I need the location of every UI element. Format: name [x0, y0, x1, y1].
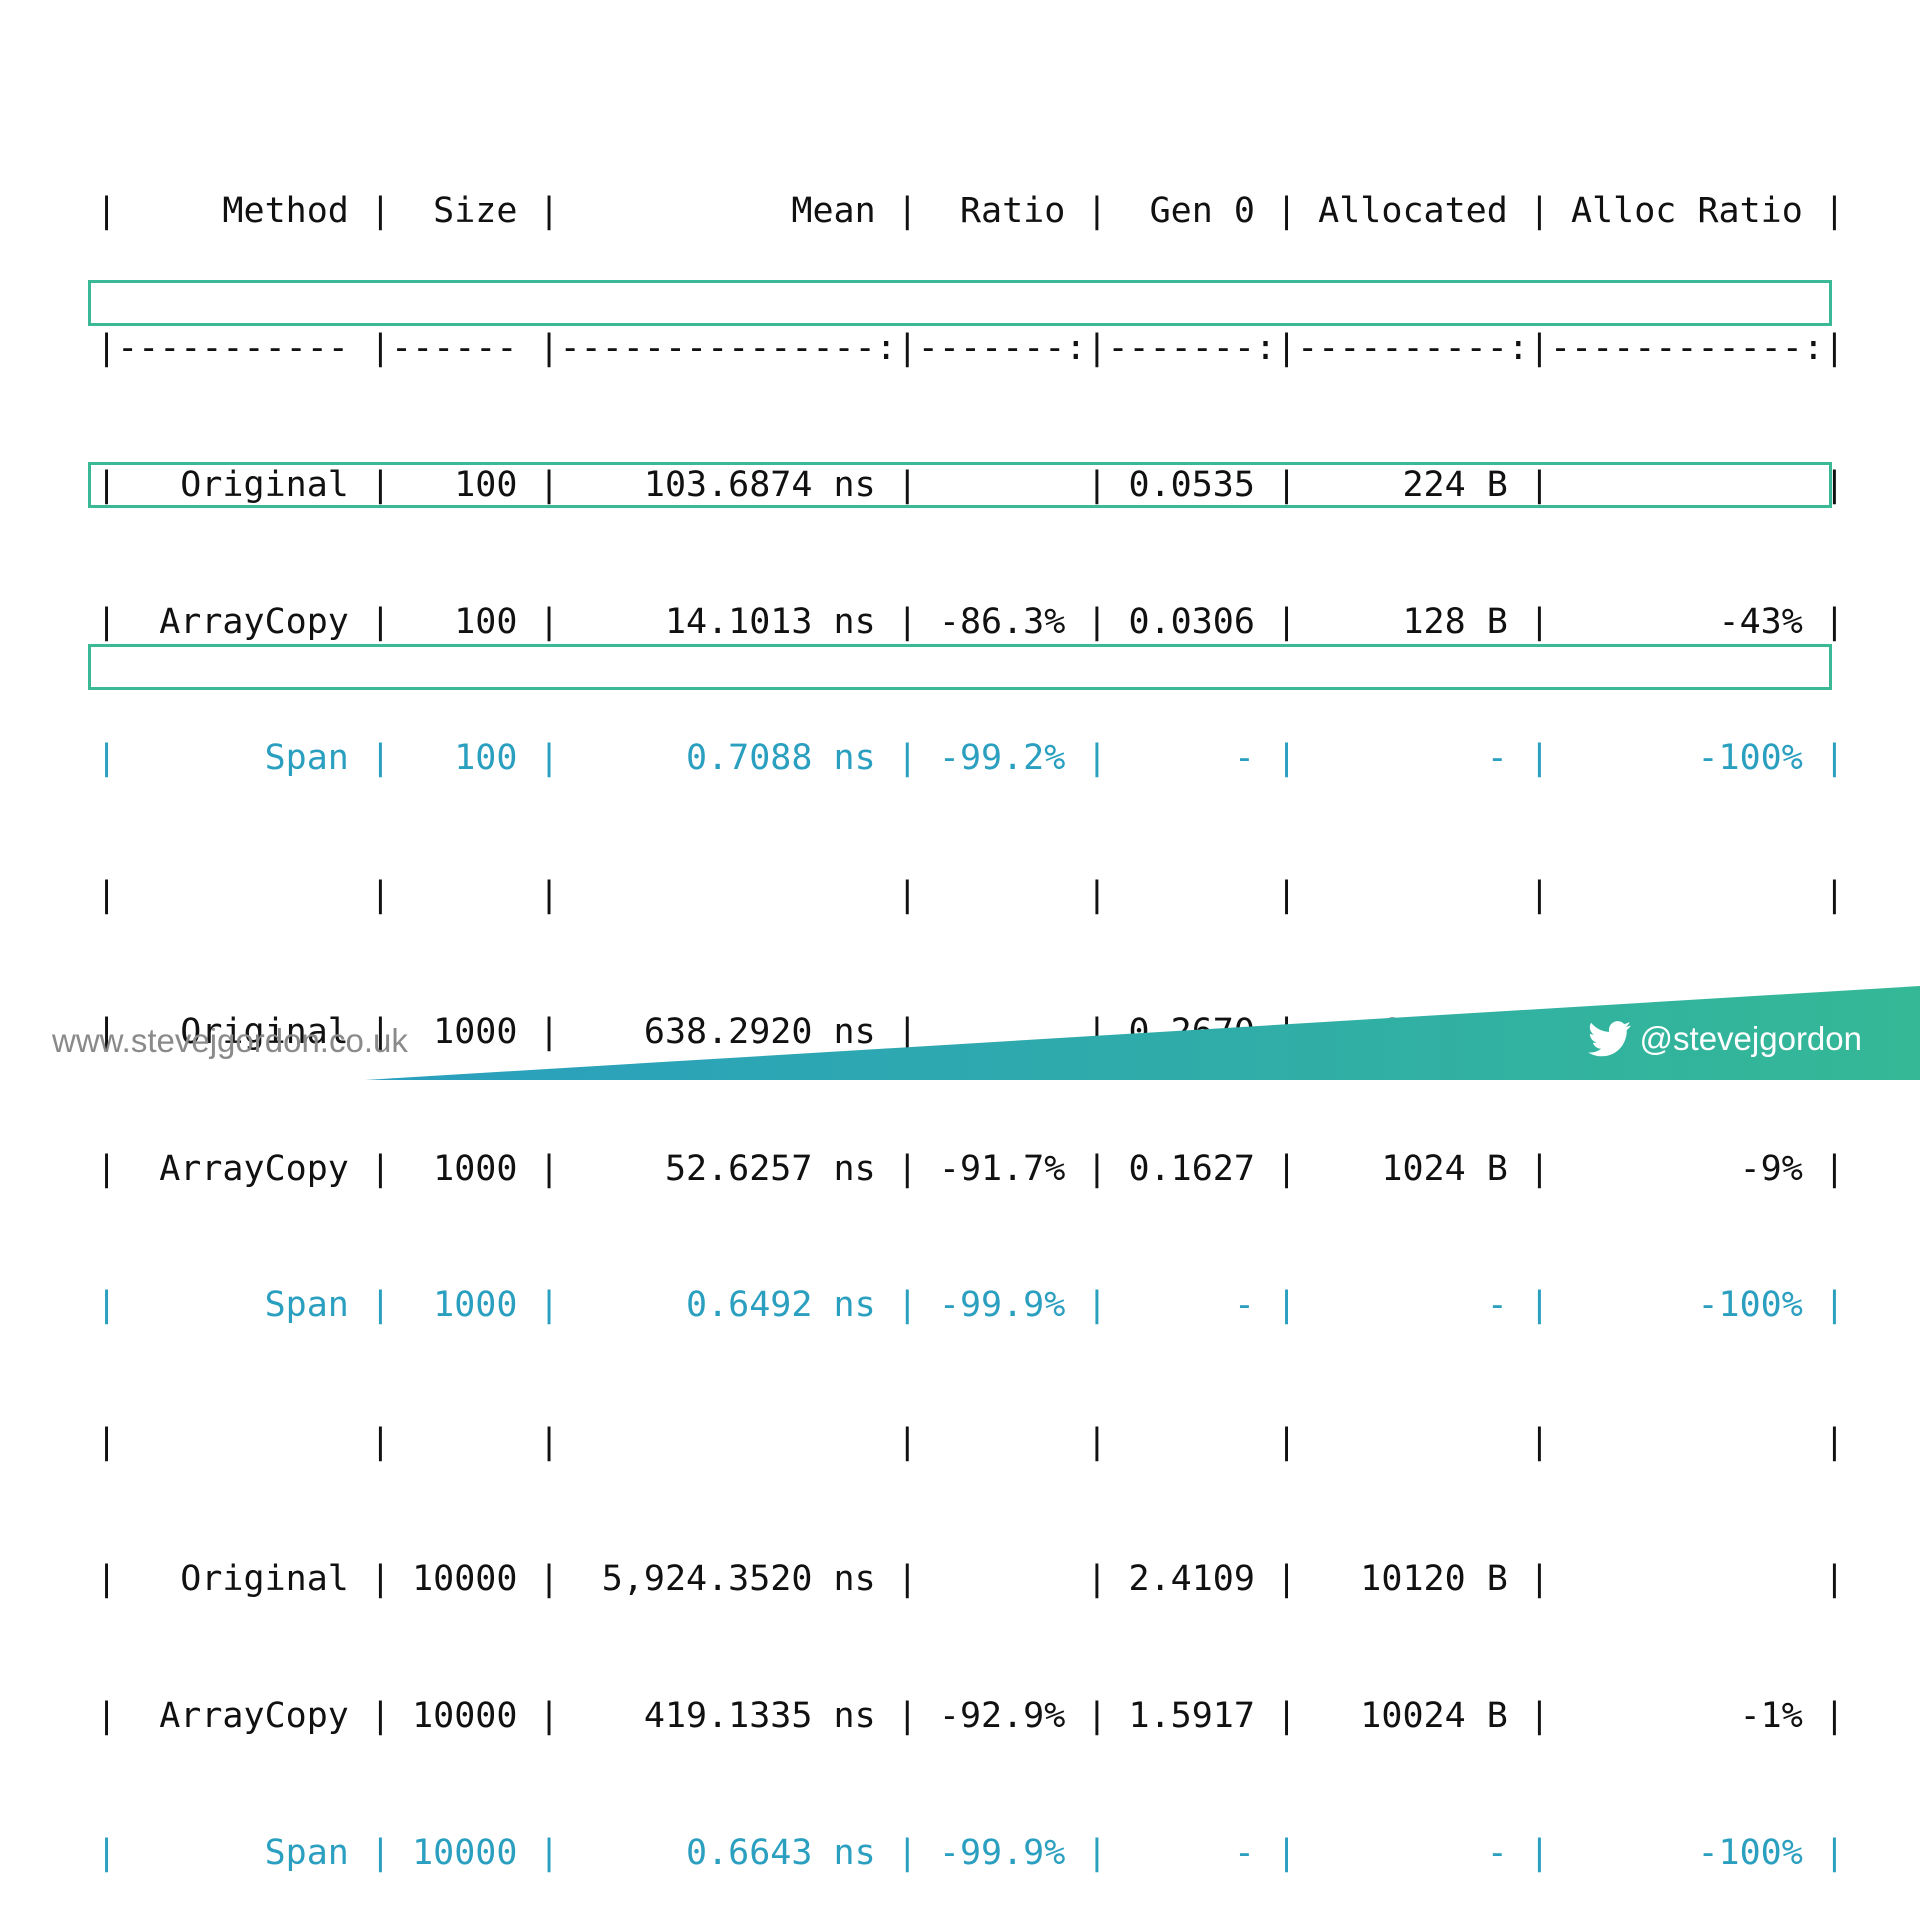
table-spacer-row: | | | | | | | | — [96, 875, 1845, 916]
twitter-bird-icon — [1587, 1021, 1631, 1057]
table-row: | ArrayCopy | 1000 | 52.6257 ns | -91.7%… — [96, 1148, 1845, 1189]
highlight-box-span-100 — [88, 280, 1832, 326]
benchmark-table: | Method | Size | Mean | Ratio | Gen 0 |… — [96, 98, 1845, 1922]
table-row-highlighted: | Span | 100 | 0.7088 ns | -99.2% | - | … — [96, 738, 1845, 779]
table-row-highlighted: | Span | 1000 | 0.6492 ns | -99.9% | - |… — [96, 1285, 1845, 1326]
highlight-box-span-1000 — [88, 462, 1832, 508]
highlight-box-span-10000 — [88, 644, 1832, 690]
table-row-highlighted: | Span | 10000 | 0.6643 ns | -99.9% | - … — [96, 1832, 1845, 1873]
table-row: | ArrayCopy | 10000 | 419.1335 ns | -92.… — [96, 1695, 1845, 1736]
table-row: | ArrayCopy | 100 | 14.1013 ns | -86.3% … — [96, 601, 1845, 642]
table-header-row: | Method | Size | Mean | Ratio | Gen 0 |… — [96, 191, 1845, 232]
twitter-handle: @stevejgordon — [1639, 1020, 1862, 1057]
twitter-handle-group: @stevejgordon — [1587, 1020, 1862, 1058]
website-url: www.stevejgordon.co.uk — [52, 1022, 408, 1059]
table-row: | Original | 10000 | 5,924.3520 ns | | 2… — [96, 1559, 1845, 1599]
table-separator-row: |----------- |------ |---------------:|-… — [96, 327, 1845, 368]
table-row: | Original | 100 | 103.6874 ns | | 0.053… — [96, 464, 1845, 505]
table-spacer-row: | | | | | | | | — [96, 1422, 1845, 1463]
